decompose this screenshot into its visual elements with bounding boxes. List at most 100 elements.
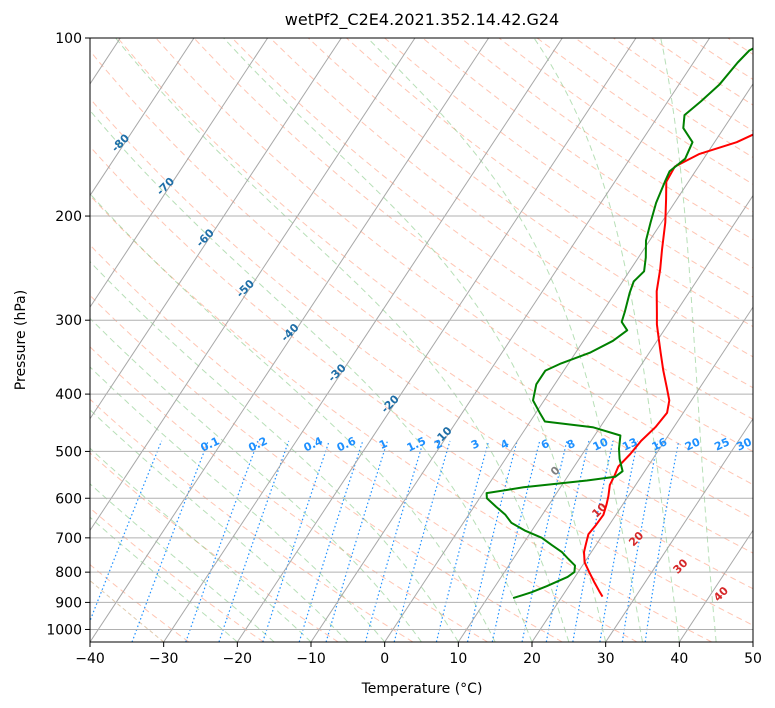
mixing-ratio-line: [185, 440, 259, 642]
isotherm-label: -50: [234, 277, 257, 300]
mixing-ratio-line: [599, 440, 639, 642]
x-axis-label: Temperature (°C): [361, 681, 483, 697]
x-tick-label: 10: [449, 651, 467, 667]
moist-adiabat-line: [115, 38, 570, 642]
dry-adiabat-line: [117, 38, 753, 519]
moist-adiabat-line: [223, 38, 607, 642]
mixing-ratio-line: [521, 440, 568, 642]
mixing-ratio-line: [466, 440, 518, 642]
isotherm-line: [236, 38, 637, 642]
mixing-ratio-line: [435, 440, 490, 642]
mixing-ratio-line: [298, 440, 364, 642]
y-tick-label: 900: [55, 595, 82, 611]
isotherm-line: [90, 38, 195, 197]
isotherm-line: [678, 529, 753, 642]
isotherm-line: [90, 38, 416, 532]
isotherm-label: -80: [109, 131, 132, 154]
isotherm-label: -60: [194, 226, 217, 249]
x-tick-label: 0: [380, 651, 389, 667]
mixing-ratio-line: [545, 440, 590, 642]
dry-adiabat-line: [90, 194, 712, 642]
mixing-ratio-label: 25: [712, 435, 731, 453]
mixing-ratio-line: [491, 440, 541, 642]
y-tick-label: 700: [55, 531, 82, 547]
isotherm-line: [90, 38, 269, 309]
dry-adiabat-line: [155, 38, 753, 486]
y-tick-label: 400: [55, 387, 82, 403]
x-tick-label: 20: [523, 651, 541, 667]
dry-adiabat-line: [90, 507, 264, 642]
isotherm-line: [90, 38, 342, 420]
x-tick-label: −30: [149, 651, 179, 667]
mixing-ratio-label: 10: [591, 435, 611, 453]
moist-adiabat-line: [90, 317, 422, 642]
dry-adiabat-line: [574, 38, 753, 158]
mixing-ratio-line: [262, 440, 330, 642]
isotherm-line: [163, 38, 563, 642]
mixing-ratio-label: 16: [650, 435, 670, 453]
isotherm-line: [752, 641, 753, 642]
background-lines: [90, 38, 775, 642]
dry-adiabat-line: [90, 50, 753, 554]
dry-adiabat-line: [689, 38, 753, 81]
x-tick-label: 40: [670, 651, 688, 667]
mixing-ratio-label: 36: [757, 435, 775, 453]
dry-adiabat-line: [90, 346, 488, 642]
mixing-ratio-label: 1: [377, 437, 389, 452]
grid-lines: [90, 38, 753, 642]
moist-adiabat-line: [90, 483, 275, 642]
dry-adiabat-line: [231, 38, 753, 420]
dry-adiabat-label: 30: [671, 556, 691, 576]
moist-adiabat-line: [533, 38, 680, 642]
reference-curve: [90, 579, 165, 642]
dry-adiabat-line: [193, 38, 753, 453]
y-axis: 100 200 300 400 500 600 700 800 900 1000: [46, 31, 90, 638]
y-tick-label: 800: [55, 565, 82, 581]
isotherm-label: -90: [62, 91, 85, 114]
mixing-ratio-label: 8: [565, 437, 577, 452]
dry-adiabat-line: [651, 38, 753, 106]
isotherm-label: -40: [278, 321, 301, 344]
isotherm-line: [310, 38, 711, 642]
dry-adiabat-line: [422, 38, 753, 269]
chart-title: wetPf2_C2E4.2021.352.14.42.G24: [285, 10, 559, 30]
dry-adiabat-label: 20: [626, 529, 646, 549]
dry-adiabat-label: 40: [711, 584, 731, 604]
y-tick-label: 1000: [46, 622, 82, 638]
mixing-ratio-line: [364, 440, 425, 642]
isotherm-line: [457, 194, 753, 642]
x-tick-label: 50: [744, 651, 762, 667]
moist-adiabat-line: [90, 193, 496, 642]
dry-adiabat-line: [90, 398, 414, 642]
mixing-ratio-label: 4: [499, 437, 512, 452]
moist-adiabat-line: [90, 260, 459, 642]
x-tick-label: −40: [75, 651, 105, 667]
dry-adiabat-line: [90, 145, 753, 626]
dry-adiabat-line: [460, 38, 753, 241]
mixing-ratio-label: 30: [734, 435, 754, 453]
dry-adiabat-line: [269, 38, 753, 389]
isotherm-line: [605, 417, 753, 642]
y-tick-label: 200: [55, 209, 82, 225]
mixing-ratio-line: [621, 440, 659, 642]
mixing-ratio-line: [572, 440, 614, 642]
y-tick-label: 500: [55, 444, 82, 460]
isotherm-line: [384, 83, 753, 642]
isotherm-label: -20: [379, 392, 402, 415]
dry-adiabat-line: [90, 294, 563, 642]
moist-adiabat-line: [660, 38, 717, 642]
dry-adiabat-line: [346, 38, 753, 328]
mixing-ratio-line: [644, 440, 680, 642]
isotherm-label: -70: [154, 175, 177, 198]
moist-adiabat-line: [90, 366, 386, 642]
mixing-ratio-line: [90, 440, 163, 623]
x-axis: −40 −30 −20 −10 0 10 20 30 40 50: [75, 642, 762, 667]
moist-adiabat-line: [90, 109, 533, 642]
dewpoint-profile-line: [485, 47, 753, 600]
line-labels: -100-90-80-70-60-50-40-30-20-100.1 0.2 0.4…: [62, 91, 775, 604]
dry-adiabat-line: [766, 38, 775, 642]
sounding-series: [485, 47, 753, 600]
moist-adiabat-line: [90, 409, 349, 642]
y-tick-label: 300: [55, 313, 82, 329]
